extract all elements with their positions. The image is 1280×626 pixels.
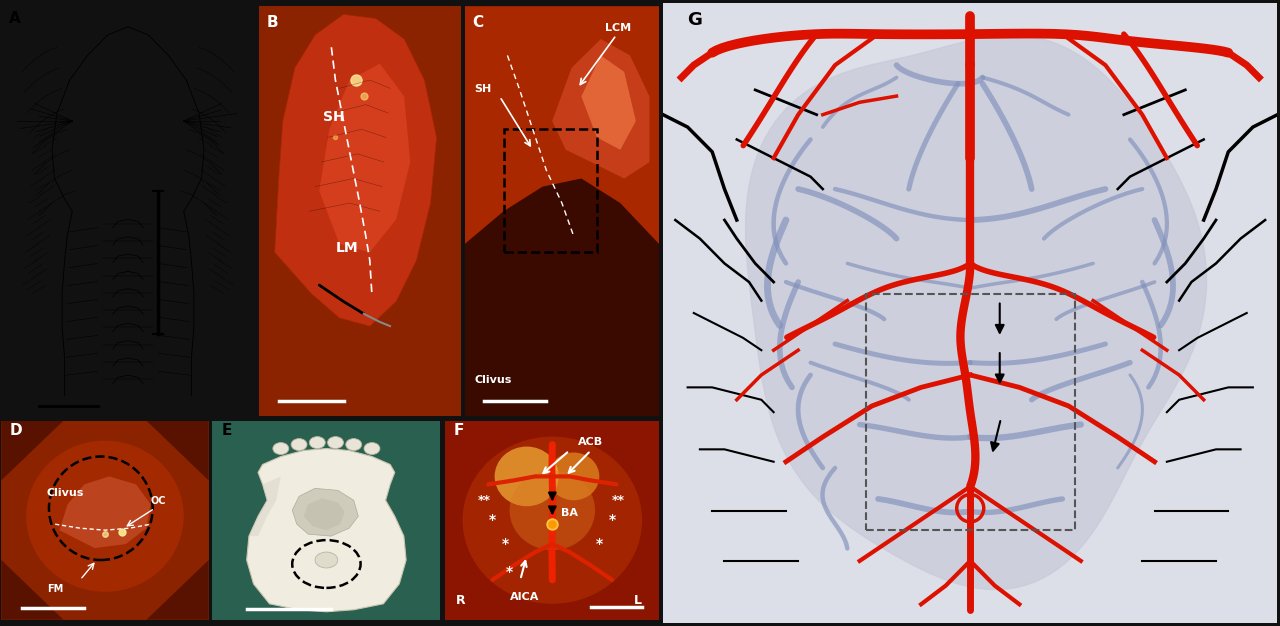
Text: Clivus: Clivus <box>47 488 84 498</box>
Ellipse shape <box>273 443 289 454</box>
Polygon shape <box>1 560 64 620</box>
Polygon shape <box>319 64 410 252</box>
Ellipse shape <box>310 436 325 449</box>
Text: R: R <box>456 594 466 607</box>
Text: G: G <box>687 11 703 29</box>
Polygon shape <box>303 498 344 530</box>
Bar <box>503 130 596 252</box>
Circle shape <box>26 441 184 592</box>
Circle shape <box>494 446 559 506</box>
Text: *: * <box>502 537 509 551</box>
Polygon shape <box>581 56 636 150</box>
Text: FM: FM <box>47 584 63 594</box>
Polygon shape <box>465 170 659 416</box>
Polygon shape <box>745 35 1207 590</box>
Polygon shape <box>1 421 64 480</box>
Text: SH: SH <box>324 110 344 124</box>
Text: A: A <box>9 11 20 26</box>
Ellipse shape <box>315 552 338 568</box>
Text: **: ** <box>612 495 625 507</box>
Text: **: ** <box>477 495 490 507</box>
Text: SH: SH <box>475 85 492 95</box>
Bar <box>865 294 1075 530</box>
Polygon shape <box>59 476 151 548</box>
Text: AICA: AICA <box>509 592 539 602</box>
Polygon shape <box>146 560 209 620</box>
Text: *: * <box>489 513 497 527</box>
Ellipse shape <box>346 439 362 451</box>
Text: L: L <box>634 594 641 607</box>
Circle shape <box>462 436 643 604</box>
Polygon shape <box>248 476 280 536</box>
Ellipse shape <box>328 436 343 449</box>
Text: E: E <box>221 423 232 438</box>
Text: C: C <box>472 15 484 30</box>
Text: B: B <box>266 15 278 30</box>
Polygon shape <box>275 14 436 326</box>
Polygon shape <box>247 449 406 612</box>
Polygon shape <box>552 39 649 178</box>
Polygon shape <box>465 6 659 244</box>
Text: BA: BA <box>561 508 577 518</box>
Polygon shape <box>146 421 209 480</box>
Text: LCM: LCM <box>604 23 631 33</box>
Text: LM: LM <box>335 241 358 255</box>
Circle shape <box>548 453 599 500</box>
Text: ACB: ACB <box>579 436 603 446</box>
Text: *: * <box>595 537 603 551</box>
Circle shape <box>509 471 595 550</box>
Ellipse shape <box>291 439 307 451</box>
Text: Clivus: Clivus <box>475 376 512 386</box>
Ellipse shape <box>364 443 380 454</box>
Text: *: * <box>608 513 616 527</box>
Text: OC: OC <box>151 496 166 506</box>
Text: *: * <box>506 565 513 579</box>
Text: D: D <box>9 423 22 438</box>
Text: F: F <box>454 423 465 438</box>
Polygon shape <box>292 488 358 536</box>
